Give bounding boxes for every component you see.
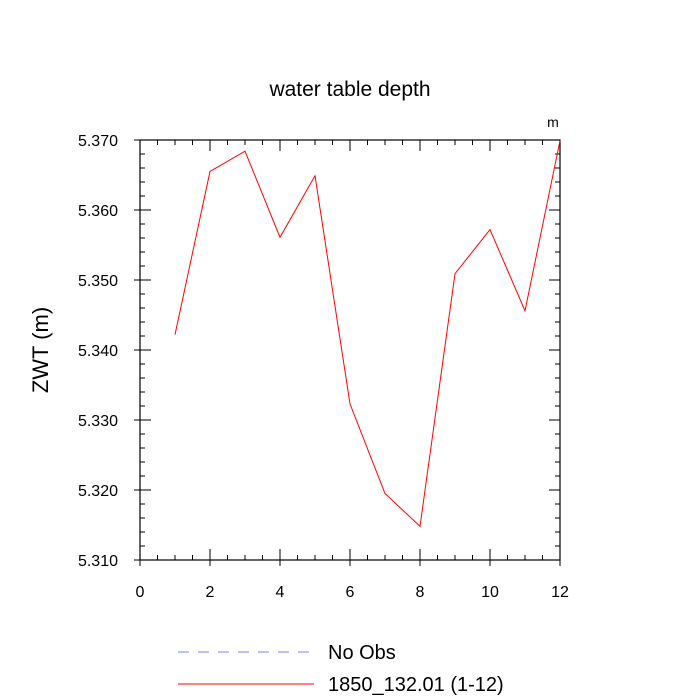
x-tick-label: 0	[136, 584, 145, 601]
y-tick-label: 5.320	[78, 483, 118, 500]
y-tick-label: 5.370	[78, 133, 118, 150]
y-tick-label: 5.340	[78, 343, 118, 360]
plot-layer: 0 2 4 6 8 10 12 5.310 5.320 5.330 5.340 5.350 5.360 5…	[78, 133, 569, 601]
legend-label-1: 1850_132.01 (1-12)	[328, 674, 504, 696]
x-tick-label: 4	[276, 584, 285, 601]
x-tick-label: 8	[416, 584, 425, 601]
series-line-1	[174, 140, 561, 528]
y-tick-label: 5.310	[78, 553, 118, 570]
x-tick-label: 10	[481, 584, 499, 601]
units-label: m	[547, 114, 559, 130]
y-tick-label: 5.330	[78, 413, 118, 430]
x-tick-label: 12	[551, 584, 569, 601]
legend-label-0: No Obs	[328, 642, 396, 664]
chart-title: water table depth	[268, 78, 430, 101]
y-tick-label: 5.360	[78, 203, 118, 220]
y-axis-label: ZWT (m)	[28, 307, 53, 393]
legend: No Obs 1850_132.01 (1-12)	[178, 642, 504, 696]
x-tick-label: 2	[206, 584, 215, 601]
y-tick-label: 5.350	[78, 273, 118, 290]
x-tick-label: 6	[346, 584, 355, 601]
